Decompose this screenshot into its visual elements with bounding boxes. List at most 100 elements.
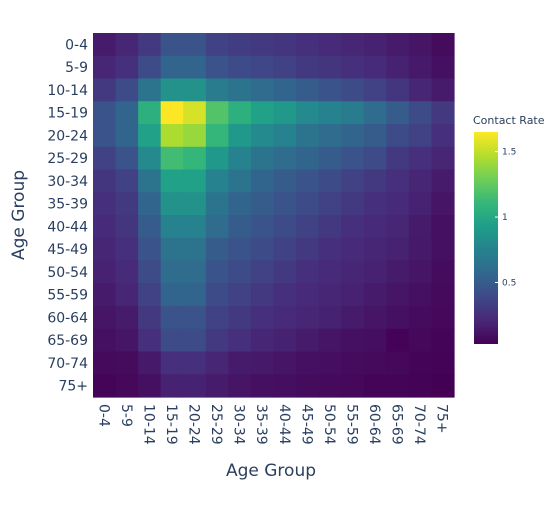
colorbar-tick-label: 1	[502, 213, 508, 223]
heatmap-cell	[228, 306, 252, 330]
heatmap-cell	[160, 374, 184, 398]
heatmap-cell	[250, 260, 275, 284]
heatmap-cell	[363, 169, 387, 193]
heatmap-cell	[273, 260, 297, 284]
heatmap-cell	[250, 101, 275, 125]
heatmap-cell	[318, 192, 342, 216]
y-tick-label: 65-69	[47, 333, 88, 349]
heatmap-cell	[93, 78, 117, 102]
heatmap-cell	[205, 374, 229, 398]
heatmap-cell	[363, 237, 387, 262]
heatmap-cell	[386, 33, 410, 57]
heatmap-cell	[115, 374, 139, 398]
heatmap-cell	[138, 124, 162, 148]
heatmap-cell	[341, 101, 365, 125]
heatmap-cell	[138, 237, 162, 262]
heatmap-cell	[160, 306, 184, 330]
heatmap-cell	[273, 55, 297, 80]
heatmap-cell	[408, 78, 433, 102]
heatmap-cell	[93, 215, 117, 239]
heatmap-cell	[250, 328, 275, 353]
heatmap-cell	[205, 55, 229, 80]
heatmap-cell	[341, 33, 365, 57]
heatmap-cell	[93, 351, 117, 375]
heatmap-cell	[363, 192, 387, 216]
heatmap-cell	[205, 101, 229, 125]
heatmap-cell	[160, 260, 184, 284]
heatmap-cell	[296, 306, 320, 330]
heatmap-cell	[160, 78, 184, 102]
colorbar-title: Contact Rate	[473, 114, 545, 127]
heatmap-cell	[386, 124, 410, 148]
heatmap-cell	[205, 146, 229, 171]
heatmap-cell	[250, 33, 275, 57]
heatmap-cell	[318, 260, 342, 284]
y-tick-label: 15-19	[47, 106, 88, 122]
heatmap-cell	[228, 328, 252, 353]
x-tick-label: 60-64	[366, 404, 382, 445]
heatmap-cell	[115, 306, 139, 330]
heatmap-cell	[205, 237, 229, 262]
heatmap-cell	[138, 328, 162, 353]
heatmap-cell	[318, 306, 342, 330]
heatmap-cell	[93, 237, 117, 262]
heatmap-cell	[115, 215, 139, 239]
heatmap-cell	[93, 55, 117, 80]
y-tick-label: 20-24	[47, 128, 88, 144]
heatmap-cell	[250, 192, 275, 216]
x-tick-label: 15-19	[163, 404, 179, 445]
heatmap-cell	[115, 260, 139, 284]
heatmap-cell	[160, 169, 184, 193]
heatmap-cell	[296, 192, 320, 216]
heatmap-cells	[93, 33, 455, 398]
heatmap-cell	[228, 33, 252, 57]
heatmap-cell	[273, 351, 297, 375]
heatmap-cell	[341, 306, 365, 330]
heatmap-cell	[138, 146, 162, 171]
heatmap-cell	[408, 124, 433, 148]
heatmap-cell	[296, 351, 320, 375]
heatmap-cell	[341, 374, 365, 398]
heatmap-cell	[93, 374, 117, 398]
heatmap-cell	[408, 55, 433, 80]
colorbar-tick-label: 0.5	[502, 278, 516, 288]
heatmap-cell	[341, 351, 365, 375]
heatmap-cell	[138, 306, 162, 330]
heatmap-cell	[386, 237, 410, 262]
heatmap-cell	[341, 78, 365, 102]
y-tick-label: 35-39	[47, 197, 88, 213]
heatmap-cell	[273, 169, 297, 193]
heatmap-cell	[341, 283, 365, 307]
heatmap-cell	[386, 146, 410, 171]
heatmap-cell	[115, 328, 139, 353]
heatmap-cell	[273, 283, 297, 307]
heatmap-cell	[408, 283, 433, 307]
heatmap-cell	[228, 351, 252, 375]
heatmap-cell	[160, 328, 184, 353]
heatmap-cell	[431, 124, 455, 148]
x-tick-label: 55-59	[343, 404, 359, 445]
y-tick-label: 50-54	[47, 265, 88, 281]
heatmap-cell	[93, 283, 117, 307]
heatmap-cell	[296, 33, 320, 57]
heatmap-cell	[341, 124, 365, 148]
heatmap-cell	[228, 260, 252, 284]
heatmap-cell	[341, 169, 365, 193]
heatmap-cell	[386, 55, 410, 80]
heatmap-cell	[205, 351, 229, 375]
heatmap-cell	[386, 374, 410, 398]
heatmap-cell	[408, 374, 433, 398]
heatmap-cell	[363, 124, 387, 148]
heatmap-cell	[93, 192, 117, 216]
heatmap-cell	[115, 124, 139, 148]
heatmap-cell	[160, 351, 184, 375]
heatmap-cell	[183, 78, 207, 102]
heatmap-cell	[160, 101, 184, 125]
heatmap-cell	[250, 146, 275, 171]
colorbar-tick-labels: 0.5 1 1.5	[495, 148, 516, 288]
colorbar-tick-label: 1.5	[502, 148, 516, 158]
heatmap-cell	[386, 306, 410, 330]
x-tick-label: 75+	[434, 404, 450, 434]
x-tick-label: 45-49	[298, 404, 314, 445]
